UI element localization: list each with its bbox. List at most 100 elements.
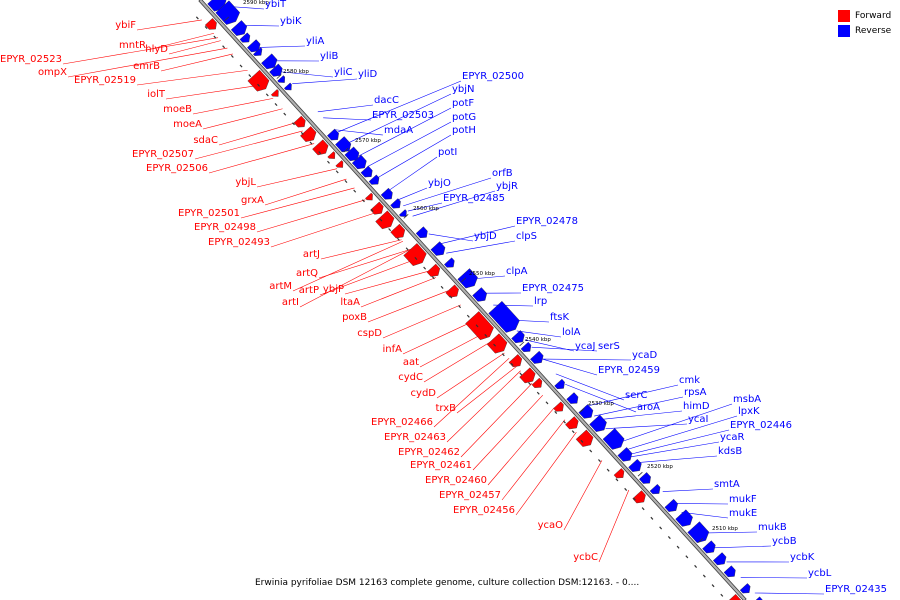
reverse-leader-42 [662,488,714,492]
forward-leader-22 [344,270,430,295]
reverse-leader-13 [333,129,384,136]
forward-leader-20 [292,240,404,292]
forward-gene-6 [327,151,336,159]
reverse-gene-3 [239,32,251,43]
forward-gene-label-3: EPYR_02523 [0,54,62,65]
forward-gene-label-36: EPYR_02460 [425,475,487,486]
reverse-gene-label-16: ybjR [496,181,518,192]
forward-gene-13 [426,263,441,277]
backbone-dash-39 [536,391,540,395]
genome-backbone [198,0,747,600]
reverse-gene-label-1: ybiK [280,16,302,27]
reverse-gene-31 [589,414,607,432]
forward-gene-label-14: grxA [241,195,264,206]
reverse-gene-20 [430,241,446,256]
kbp-tick-label-0: 2590 kbp [243,0,269,6]
legend-forward: Forward [838,8,891,23]
forward-gene-9 [370,201,384,215]
forward-gene-label-4: ompX [38,67,67,78]
reverse-leader-10 [377,134,452,178]
reverse-leader-38 [605,423,688,429]
backbone-dash-30 [458,305,462,309]
reverse-gene-30 [578,404,594,419]
backbone-dash-31 [466,314,470,318]
reverse-gene-4 [246,39,261,53]
reverse-leader-30 [542,358,598,376]
reverse-gene-29 [566,392,579,404]
backbone-dash-44 [580,439,584,443]
reverse-gene-label-33: serC [625,390,647,401]
backbone-dash-46 [597,459,601,463]
reverse-leader-15 [403,177,492,207]
forward-leader-16 [256,199,366,233]
reverse-gene-19 [415,226,428,239]
forward-gene-2 [270,89,279,97]
forward-gene-21 [565,416,579,430]
reverse-gene-label-26: lolA [562,327,581,338]
reverse-gene-label-36: msbA [733,394,761,405]
forward-gene-label-6: EPYR_02519 [74,75,136,86]
forward-leader-8 [192,98,274,115]
backbone-dash-42 [563,420,566,424]
reverse-leader-18 [407,202,443,212]
kbp-tick-mark-5 [519,341,525,347]
reverse-leader-19 [438,225,516,245]
forward-leader-13 [256,168,338,188]
reverse-gene-label-17: ybjO [428,178,451,189]
reverse-gene-label-45: mukB [758,522,787,533]
reverse-gene-label-8: potF [452,98,474,109]
forward-leader-39 [563,460,603,531]
backbone-dash-0 [195,16,199,20]
reverse-leader-12 [323,117,372,121]
reverse-leader-20 [428,233,474,242]
backbone-dash-52 [650,516,654,520]
forward-leader-29 [423,340,494,383]
forward-leader-19 [318,249,411,279]
reverse-leader-35 [597,410,683,421]
reverse-gene-label-35: himD [683,401,710,412]
forward-gene-22 [575,429,594,447]
reverse-leader-32 [594,396,684,417]
kbp-tick-label-1: 2580 kbp [283,69,309,75]
reverse-gene-label-30: EPYR_02459 [598,365,660,376]
reverse-leader-29 [542,358,632,361]
backbone-dash-51 [641,507,645,511]
kbp-tick-label-4: 2550 kbp [469,271,495,277]
forward-gene-label-11: EPYR_02507 [132,149,194,160]
reverse-gene-28 [554,378,565,390]
backbone-dash-14 [318,151,322,155]
backbone-dash-7 [257,83,261,87]
forward-leader-15 [240,187,355,219]
backbone-dash-4 [230,54,234,58]
backbone-dash-13 [309,141,313,145]
reverse-gene-9 [283,82,292,91]
forward-leader-24 [360,277,436,308]
forward-gene-label-31: trxB [435,403,456,414]
forward-gene-18 [519,367,536,384]
reverse-gene-label-24: lrp [534,296,547,307]
reverse-gene-label-20: ybjD [474,231,497,242]
forward-gene-label-10: sdaC [193,135,218,146]
reverse-gene-label-38: ycaI [688,414,709,425]
forward-leader-38 [515,432,577,516]
backbone-dash-29 [449,295,453,299]
forward-leader-21 [319,257,419,296]
backbone-dash-50 [632,497,636,501]
reverse-gene-7 [269,63,283,77]
forward-gene-label-19: artQ [296,268,318,279]
kbp-tick-mark-2 [343,147,349,153]
reverse-gene-label-6: EPYR_02500 [462,71,524,82]
reverse-leader-8 [358,107,452,157]
reverse-leader-9 [367,121,452,167]
forward-leader-11 [194,130,303,160]
reverse-gene-label-12: EPYR_02503 [372,110,434,121]
kbp-tick-mark-7 [637,471,643,477]
backbone-dash-59 [711,584,715,588]
backbone-dash-33 [484,333,488,337]
backbone-dash-48 [615,478,619,482]
label-leader-lines [62,5,825,595]
reverse-gene-label-40: ycaR [720,432,745,443]
reverse-gene-43 [739,583,751,594]
forward-gene-label-18: artJ [303,249,320,260]
backbone-dash-15 [327,160,330,164]
